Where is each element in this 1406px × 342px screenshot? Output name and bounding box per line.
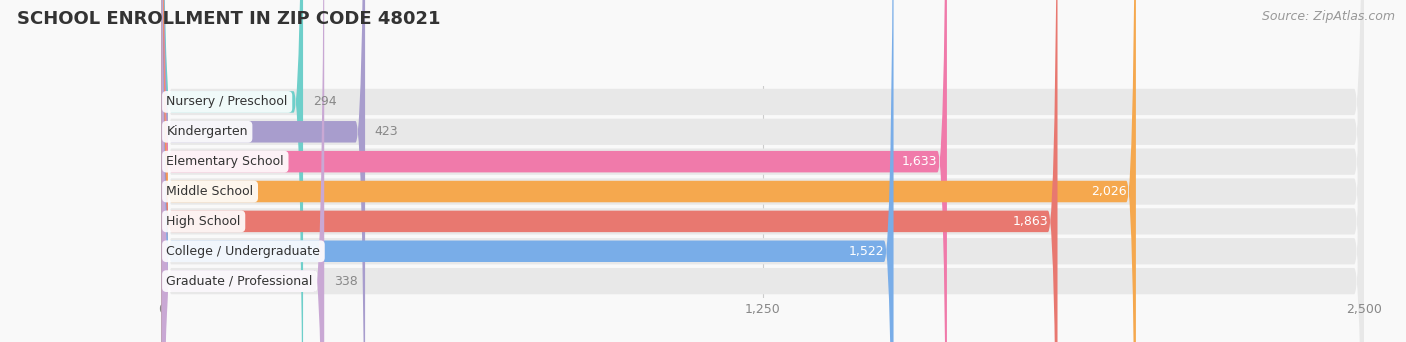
Text: 423: 423 [375,125,398,138]
Text: Kindergarten: Kindergarten [166,125,247,138]
FancyBboxPatch shape [162,0,304,342]
FancyBboxPatch shape [162,0,1364,342]
FancyBboxPatch shape [162,0,325,342]
FancyBboxPatch shape [162,0,1364,342]
Text: SCHOOL ENROLLMENT IN ZIP CODE 48021: SCHOOL ENROLLMENT IN ZIP CODE 48021 [17,10,440,28]
FancyBboxPatch shape [162,0,1364,342]
Text: 1,522: 1,522 [848,245,884,258]
Text: Nursery / Preschool: Nursery / Preschool [166,95,288,108]
Text: Graduate / Professional: Graduate / Professional [166,275,314,288]
Text: 1,633: 1,633 [901,155,938,168]
Text: 338: 338 [333,275,357,288]
Text: High School: High School [166,215,240,228]
FancyBboxPatch shape [162,0,1364,342]
Text: 1,863: 1,863 [1012,215,1047,228]
Text: Source: ZipAtlas.com: Source: ZipAtlas.com [1261,10,1395,23]
FancyBboxPatch shape [162,0,1364,342]
FancyBboxPatch shape [162,0,1057,342]
FancyBboxPatch shape [162,0,1136,342]
Text: 294: 294 [312,95,336,108]
FancyBboxPatch shape [162,0,366,342]
Text: Middle School: Middle School [166,185,253,198]
FancyBboxPatch shape [162,0,1364,342]
FancyBboxPatch shape [162,0,946,342]
Text: College / Undergraduate: College / Undergraduate [166,245,321,258]
FancyBboxPatch shape [162,0,1364,342]
FancyBboxPatch shape [162,0,894,342]
Text: Elementary School: Elementary School [166,155,284,168]
Text: 2,026: 2,026 [1091,185,1126,198]
